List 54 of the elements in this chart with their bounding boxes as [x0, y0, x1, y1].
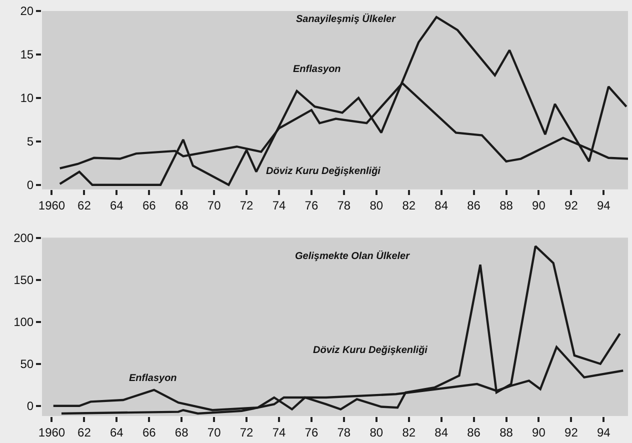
- y-tick-label: 150: [14, 273, 34, 288]
- x-tick-label: 78: [337, 425, 351, 440]
- x-tick-label: 72: [240, 198, 254, 213]
- x-tick-label: 74: [272, 198, 286, 213]
- x-tick-label: 90: [532, 198, 546, 213]
- y-tick-label: 50: [20, 357, 34, 372]
- y-tick-label: 0: [26, 399, 34, 414]
- y-tick-label: 100: [14, 315, 34, 330]
- x-tick-label: 80: [370, 198, 384, 213]
- x-tick-label: 1960: [38, 198, 66, 213]
- y-tick-label: 0: [26, 178, 34, 192]
- x-tick-label: 66: [142, 425, 156, 440]
- line-series: [58, 16, 628, 186]
- line-series: [52, 245, 621, 412]
- x-tick-label: 90: [532, 425, 546, 440]
- x-tick-label: 62: [78, 198, 92, 213]
- x-tick-label: 88: [500, 198, 514, 213]
- x-tick-label: 62: [78, 425, 92, 440]
- x-tick-label: 82: [402, 198, 416, 213]
- annotation: Gelişmekte Olan Ülkeler: [295, 250, 411, 262]
- x-tick-label: 1960: [38, 425, 66, 440]
- y-tick-label: 5: [26, 134, 34, 149]
- x-tick-label: 72: [240, 425, 254, 440]
- x-tick-label: 64: [110, 425, 124, 440]
- x-tick-label: 82: [402, 425, 416, 440]
- x-tick-label: 68: [174, 425, 189, 440]
- x-tick-label: 68: [174, 198, 189, 213]
- x-tick-label: 92: [564, 425, 578, 440]
- y-tick-label: 20: [20, 4, 34, 18]
- x-tick-label: 86: [467, 425, 481, 440]
- x-tick-label: 94: [596, 198, 611, 213]
- annotation: Enflasyon: [129, 373, 177, 384]
- x-tick-label: 84: [434, 425, 448, 440]
- x-tick-label: 70: [207, 425, 222, 440]
- x-tick-label: 74: [272, 425, 286, 440]
- x-tick-label: 66: [142, 198, 156, 213]
- x-tick-label: 64: [110, 198, 124, 213]
- annotation: Sanayileşmiş Ülkeler: [296, 13, 397, 25]
- annotation: Döviz Kuru Değişkenliği: [266, 166, 381, 177]
- x-tick-label: 84: [434, 198, 448, 213]
- y-tick-label: 200: [14, 231, 34, 245]
- x-tick-label: 78: [337, 198, 351, 213]
- y-tick-label: 15: [20, 48, 34, 62]
- x-tick-label: 94: [596, 425, 611, 440]
- x-tick-label: 70: [207, 198, 222, 213]
- x-tick-label: 76: [304, 425, 318, 440]
- x-tick-label: 76: [304, 198, 318, 213]
- x-tick-label: 92: [564, 198, 578, 213]
- x-tick-label: 86: [467, 198, 481, 213]
- x-tick-label: 80: [370, 425, 384, 440]
- y-tick-label: 10: [20, 91, 34, 106]
- x-tick-label: 88: [500, 425, 514, 440]
- annotation: Enflasyon: [293, 64, 341, 75]
- annotation: Döviz Kuru Değişkenliği: [313, 345, 428, 356]
